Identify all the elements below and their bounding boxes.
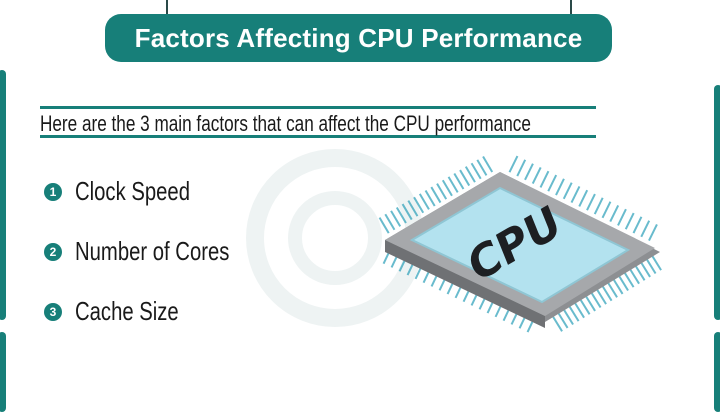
number-badge: 3 xyxy=(44,302,62,321)
cpu-pin xyxy=(579,298,591,315)
cpu-pin xyxy=(418,193,430,210)
intro-banner: Here are the 3 main factors that can aff… xyxy=(40,106,596,138)
cpu-pin xyxy=(524,163,534,181)
factor-item: 2 Number of Cores xyxy=(44,236,273,267)
cpu-pin xyxy=(482,155,494,173)
cpu-pin xyxy=(617,208,627,226)
cpu-pin xyxy=(407,200,419,217)
page-title: Factors Affecting CPU Performance xyxy=(134,22,583,53)
cpu-pin xyxy=(531,167,542,185)
right-accent-bar-lower xyxy=(714,332,720,412)
cpu-pin xyxy=(634,264,646,281)
cpu-pin xyxy=(384,213,396,231)
factor-label: Clock Speed xyxy=(75,176,190,206)
cpu-pin xyxy=(516,159,527,177)
cpu-pin xyxy=(476,159,488,176)
cpu-pin xyxy=(551,315,563,332)
cpu-pin xyxy=(628,267,640,285)
cpu-chip-face xyxy=(409,186,631,304)
cpu-pin xyxy=(601,201,612,219)
cpu-pin xyxy=(441,179,453,197)
cpu-pin xyxy=(508,155,519,173)
cpu-pin xyxy=(639,261,651,278)
cpu-pin xyxy=(609,205,620,223)
cpu-pin xyxy=(424,189,436,207)
cpu-pin xyxy=(606,281,618,298)
connector-line-right xyxy=(570,0,572,16)
cpu-pin xyxy=(648,224,658,242)
cpu-pin xyxy=(617,274,629,292)
number-badge: 1 xyxy=(44,182,62,201)
cpu-pin xyxy=(395,206,407,224)
cpu-pin xyxy=(562,308,574,326)
cpu-pin xyxy=(578,189,589,207)
cpu-pin xyxy=(390,210,402,227)
factor-label: Cache Size xyxy=(75,296,179,326)
cpu-pin xyxy=(447,176,459,193)
cpu-pin xyxy=(413,196,425,214)
cpu-pin xyxy=(590,291,602,309)
left-accent-bar-lower xyxy=(0,332,6,412)
cpu-pin xyxy=(470,162,482,180)
cpu-pin xyxy=(601,284,613,302)
factor-label: Number of Cores xyxy=(75,236,230,266)
cpu-pin xyxy=(586,193,596,211)
cpu-pin xyxy=(624,212,635,230)
cpu-pin xyxy=(568,305,580,322)
cpu-pin xyxy=(436,183,448,200)
cpu-pin xyxy=(562,182,573,200)
cpu-pin xyxy=(570,186,581,204)
cpu-pin xyxy=(464,166,476,183)
connector-line-left xyxy=(166,0,168,16)
cpu-pin xyxy=(640,220,651,238)
cpu-pin xyxy=(401,203,413,221)
cpu-pin xyxy=(612,278,624,295)
cpu-pin xyxy=(430,186,442,204)
number-badge: 2 xyxy=(44,242,62,261)
cpu-pin xyxy=(459,169,471,187)
factor-item: 1 Clock Speed xyxy=(44,176,222,207)
cpu-pin xyxy=(595,288,607,305)
cpu-pin xyxy=(623,271,635,288)
cpu-pin xyxy=(557,312,569,329)
cpu-pin xyxy=(453,172,465,190)
cpu-pin xyxy=(650,254,662,271)
left-accent-bar xyxy=(0,70,6,320)
cpu-pin xyxy=(378,217,390,234)
cpu-pin xyxy=(547,174,558,192)
cpu-pin xyxy=(632,216,643,234)
factor-item: 3 Cache Size xyxy=(44,296,208,327)
intro-text: Here are the 3 main factors that can aff… xyxy=(40,111,531,136)
cpu-pin xyxy=(573,301,585,319)
title-banner: Factors Affecting CPU Performance xyxy=(105,14,612,62)
cpu-pin xyxy=(593,197,604,215)
cpu-chip-bottom-edge xyxy=(385,240,545,328)
cpu-pin xyxy=(539,170,550,188)
cpu-pin xyxy=(645,257,657,275)
right-accent-bar xyxy=(714,85,720,320)
cpu-pin xyxy=(584,295,596,312)
cpu-pins xyxy=(378,155,662,333)
cpu-pin xyxy=(555,178,565,196)
